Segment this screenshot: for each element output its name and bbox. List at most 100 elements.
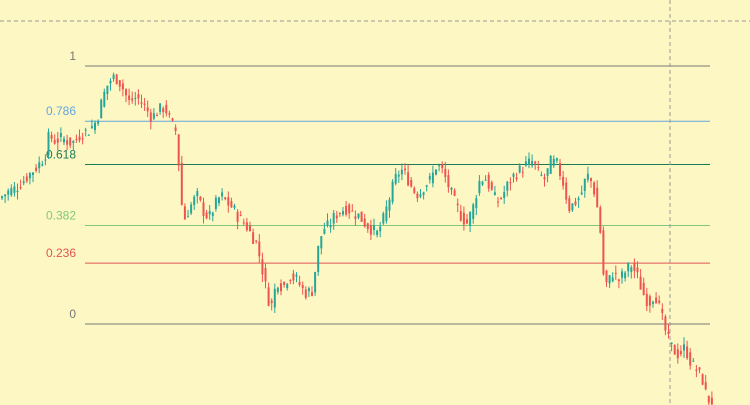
candle-body-33 xyxy=(103,91,106,107)
candle-body-21 xyxy=(66,140,69,145)
candle-body-6 xyxy=(19,187,22,189)
candle-body-131 xyxy=(407,172,410,186)
candle-body-78 xyxy=(242,222,245,224)
candle-body-122 xyxy=(379,226,382,232)
candle-body-140 xyxy=(435,169,437,175)
candle-body-98 xyxy=(304,289,307,298)
candle-body-184 xyxy=(571,203,574,211)
candle-body-9 xyxy=(28,173,31,179)
candle-body-52 xyxy=(162,108,165,113)
candle-body-75 xyxy=(233,205,236,208)
candle-body-137 xyxy=(425,185,428,187)
candle-body-55 xyxy=(171,118,174,121)
candle-body-170 xyxy=(528,158,530,165)
candle-body-154 xyxy=(478,180,481,194)
candle-body-66 xyxy=(205,212,208,219)
candle-body-36 xyxy=(112,74,115,80)
candle-body-214 xyxy=(664,316,667,331)
candle-body-57 xyxy=(177,134,180,166)
fib-level-label-1: 0.786 xyxy=(46,104,76,118)
candle-body-51 xyxy=(159,103,162,112)
candle-body-183 xyxy=(568,198,571,211)
candle-body-96 xyxy=(298,281,301,285)
candle-body-84 xyxy=(261,259,264,275)
candle-body-139 xyxy=(431,172,434,184)
candle-body-135 xyxy=(419,194,422,197)
candle-body-207 xyxy=(642,282,645,295)
candle-body-168 xyxy=(521,171,524,173)
candle-body-25 xyxy=(78,136,81,141)
candle-body-92 xyxy=(286,284,289,289)
candle-body-103 xyxy=(320,236,323,249)
candle-body-29 xyxy=(90,126,93,128)
candle-body-67 xyxy=(208,211,211,215)
candle-body-12 xyxy=(38,162,41,169)
candle-body-206 xyxy=(639,276,642,290)
candle-body-20 xyxy=(63,138,65,143)
candle-body-30 xyxy=(94,122,96,131)
candle-body-123 xyxy=(382,213,385,224)
candle-body-228 xyxy=(707,395,710,403)
candle-body-3 xyxy=(10,188,13,196)
candle-body-208 xyxy=(645,293,648,307)
candle-body-141 xyxy=(438,165,441,167)
candle-body-118 xyxy=(366,223,369,230)
candle-body-204 xyxy=(633,262,636,271)
candle-body-171 xyxy=(531,160,534,166)
candle-body-14 xyxy=(44,159,47,161)
candle-body-44 xyxy=(137,94,140,99)
candle-body-222 xyxy=(689,352,692,366)
candle-body-105 xyxy=(326,220,329,226)
candle-body-194 xyxy=(602,230,605,275)
candle-body-210 xyxy=(652,301,654,304)
candle-body-221 xyxy=(686,346,689,359)
candle-body-150 xyxy=(466,219,468,224)
candle-body-133 xyxy=(413,188,416,193)
fib-retracement[interactable]: 1 0.786 0.618 0.382 0.236 0 xyxy=(46,49,710,325)
candle-body-199 xyxy=(617,279,620,282)
candle-body-86 xyxy=(267,287,270,306)
candle-body-111 xyxy=(345,205,348,215)
candle-body-47 xyxy=(146,107,149,112)
candle-body-18 xyxy=(56,138,59,143)
candle-body-22 xyxy=(69,137,72,146)
candle-body-142 xyxy=(441,163,444,169)
candle-body-178 xyxy=(552,158,555,166)
candle-body-129 xyxy=(400,169,403,175)
candle-body-90 xyxy=(280,283,282,292)
candle-body-74 xyxy=(230,201,233,208)
candle-body-63 xyxy=(196,191,199,197)
candle-body-117 xyxy=(363,218,366,227)
candle-body-116 xyxy=(360,211,363,222)
candle-body-16 xyxy=(50,135,53,139)
candle-body-198 xyxy=(614,272,617,274)
candle-body-205 xyxy=(636,267,639,273)
candle-body-125 xyxy=(388,199,391,211)
candle-body-124 xyxy=(385,206,388,222)
candle-body-195 xyxy=(605,270,608,283)
candle-body-209 xyxy=(648,296,651,306)
candle-body-82 xyxy=(255,240,258,242)
candle-body-113 xyxy=(351,210,354,212)
candle-body-4 xyxy=(13,186,16,193)
candle-body-144 xyxy=(447,175,450,188)
candle-body-50 xyxy=(156,115,158,117)
candle-body-71 xyxy=(221,192,224,197)
candle-body-24 xyxy=(75,139,78,141)
candle-body-93 xyxy=(289,279,292,281)
candle-body-128 xyxy=(397,174,400,177)
candle-body-136 xyxy=(422,192,425,195)
candle-body-169 xyxy=(524,161,527,166)
candle-body-77 xyxy=(239,215,242,217)
candle-body-80 xyxy=(249,225,251,232)
candle-body-102 xyxy=(317,245,320,272)
candle-body-158 xyxy=(490,182,493,190)
candle-body-27 xyxy=(84,129,87,131)
candle-body-220 xyxy=(683,344,685,351)
candle-body-7 xyxy=(22,181,25,184)
candle-body-35 xyxy=(109,80,112,84)
candle-body-15 xyxy=(47,131,50,156)
candle-body-38 xyxy=(118,80,121,87)
